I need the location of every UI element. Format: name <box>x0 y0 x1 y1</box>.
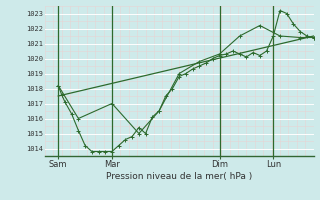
X-axis label: Pression niveau de la mer( hPa ): Pression niveau de la mer( hPa ) <box>106 172 252 181</box>
